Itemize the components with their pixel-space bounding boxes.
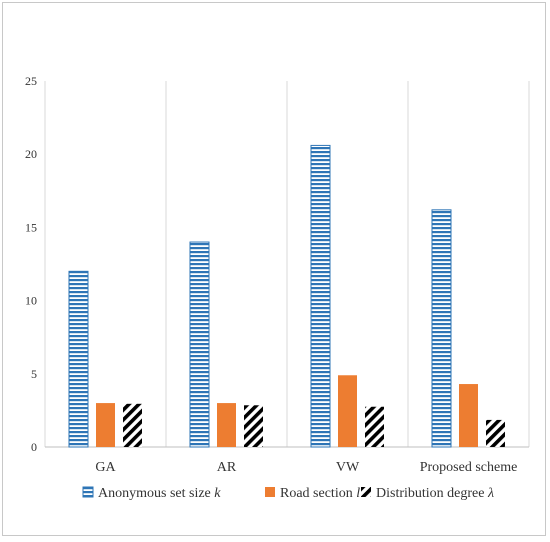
y-tick-label: 5	[31, 367, 37, 381]
legend-label: Anonymous set size k	[98, 486, 221, 501]
x-tick-label: AR	[217, 460, 237, 475]
bar-anonymous-set-size	[431, 209, 452, 448]
bar-chart: 0 5 10 15 20 25 GA AR VW Proposed scheme Anonymo…	[25, 74, 530, 501]
legend-label: Road section l	[280, 486, 360, 501]
bar-road-section	[96, 403, 115, 447]
bar-distribution-degree	[486, 419, 505, 447]
bar-road-section	[338, 375, 357, 447]
x-axis: GA AR VW Proposed scheme	[95, 460, 517, 475]
y-tick-label: 15	[25, 220, 37, 234]
legend-swatch	[82, 486, 94, 498]
y-tick-label: 20	[25, 147, 37, 161]
y-axis: 0 5 10 15 20 25	[25, 74, 37, 454]
bar-road-section	[459, 384, 478, 447]
bar-anonymous-set-size	[310, 144, 331, 448]
x-tick-label: GA	[95, 460, 116, 475]
y-tick-label: 10	[25, 294, 37, 308]
x-tick-label: VW	[336, 460, 360, 475]
bars	[68, 144, 505, 448]
legend-label: Distribution degree λ	[376, 486, 494, 501]
y-tick-label: 25	[25, 74, 37, 88]
grid-lines	[44, 81, 530, 448]
legend-swatch	[265, 487, 275, 497]
bar-anonymous-set-size	[68, 270, 89, 448]
x-tick-label: Proposed scheme	[420, 460, 518, 475]
legend: Anonymous set size k Road section l Distri…	[82, 486, 494, 501]
bar-distribution-degree	[244, 405, 263, 447]
bar-anonymous-set-size	[189, 241, 210, 448]
bar-distribution-degree	[365, 406, 384, 447]
y-tick-label: 0	[31, 440, 37, 454]
bar-distribution-degree	[123, 403, 142, 447]
bar-road-section	[217, 403, 236, 447]
legend-swatch	[361, 487, 371, 497]
chart-frame: 0 5 10 15 20 25 GA AR VW Proposed scheme Anonymo…	[2, 2, 546, 536]
